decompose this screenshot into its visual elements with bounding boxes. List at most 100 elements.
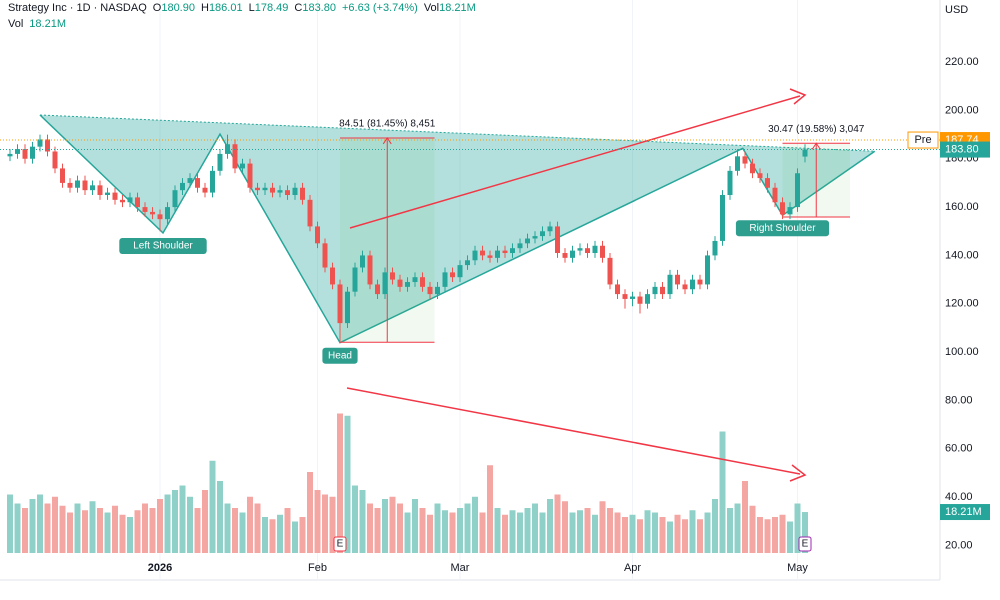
volume-bar	[554, 494, 561, 553]
candle-body	[315, 226, 320, 244]
volume-bar	[584, 508, 591, 553]
volume-bar	[734, 503, 741, 553]
candle-body	[127, 197, 133, 203]
candle-body	[330, 267, 335, 285]
candle-body	[142, 207, 148, 212]
candle-body	[225, 144, 230, 154]
candle-body	[525, 238, 530, 244]
x-tick-label: 2026	[148, 562, 172, 574]
candle-body	[562, 253, 568, 258]
ohlc-key: O	[153, 2, 162, 14]
volume-bar	[247, 496, 253, 553]
ohlc-key: L	[249, 2, 255, 14]
volume-bar	[307, 472, 313, 553]
candle-body	[352, 267, 358, 292]
volume-bar	[787, 521, 793, 553]
candle-body	[660, 286, 665, 295]
volume-bar	[389, 496, 396, 553]
candle-body	[457, 265, 463, 278]
volume-bar	[794, 503, 801, 553]
volume-bar	[239, 512, 246, 553]
volume-bar	[52, 496, 58, 553]
x-tick-label: May	[787, 562, 808, 574]
volume-bar	[569, 512, 576, 553]
earnings-label: E	[337, 539, 344, 550]
volume-bar	[577, 510, 583, 553]
volume-bar	[299, 517, 306, 553]
volume-bar	[142, 503, 148, 553]
ohlc-value: 178.49	[255, 2, 289, 14]
volume-bar	[397, 503, 403, 553]
volume-bar	[329, 496, 336, 553]
candle-body	[540, 231, 545, 237]
earnings-marker	[333, 536, 347, 552]
candle-body	[615, 284, 620, 295]
y-tick-label: 140.00	[945, 249, 979, 261]
candle-body	[795, 173, 800, 208]
volume-bar	[562, 501, 568, 553]
candle-body	[480, 250, 485, 256]
candle-body	[667, 274, 673, 295]
volume-bar	[449, 512, 456, 553]
candle-body	[232, 144, 238, 169]
candle-body	[195, 178, 200, 188]
last-price-box	[940, 141, 990, 158]
candle-body	[97, 185, 103, 196]
candle-body	[682, 284, 688, 290]
volume-bar	[224, 503, 231, 553]
candle-body	[450, 272, 455, 278]
volume-bar	[104, 512, 111, 553]
last-price-label: 183.80	[945, 143, 979, 155]
candle-body	[150, 211, 155, 215]
volume-bar	[712, 499, 718, 553]
x-tick-label: Mar	[451, 562, 470, 574]
volume-bar	[149, 508, 156, 553]
volume-bar	[164, 494, 171, 553]
pattern-label: Right Shoulder	[749, 223, 816, 234]
earnings-label: E	[802, 539, 809, 550]
ohlc-value: 183.80	[302, 2, 336, 14]
candle-body	[382, 272, 388, 295]
candle-body	[495, 250, 500, 258]
volume-bar	[457, 508, 463, 553]
arrow-head	[789, 88, 807, 105]
candle-body	[510, 248, 515, 254]
volume-bar	[779, 514, 786, 553]
vol-key: Vol	[424, 2, 439, 14]
candle-body	[637, 296, 643, 304]
candle-body	[607, 257, 613, 285]
volume-bar	[697, 519, 703, 553]
volume-bar	[112, 505, 118, 553]
volume-bar	[652, 512, 658, 553]
vol-value: 18.21M	[29, 18, 66, 30]
volume-bar	[742, 481, 748, 553]
volume-bar	[487, 465, 493, 553]
candle-body	[217, 153, 223, 171]
volume-bar	[314, 490, 321, 553]
candle-body	[472, 250, 478, 261]
volume-bar	[637, 519, 643, 553]
candle-body	[690, 279, 695, 290]
volume-bar	[277, 514, 283, 553]
candle-body	[247, 163, 253, 188]
candle-body	[802, 149, 808, 157]
volume-bar	[667, 521, 673, 553]
volume-bar	[262, 517, 268, 553]
candle-body	[645, 294, 650, 304]
volume-bar	[674, 514, 681, 553]
candle-body	[45, 139, 50, 152]
candle-body	[622, 294, 628, 299]
volume-bar	[284, 508, 291, 553]
candle-body	[300, 187, 305, 200]
volume-bar	[629, 514, 636, 553]
volume-bar	[532, 503, 538, 553]
candle-body	[502, 250, 508, 254]
volume-bar	[322, 494, 328, 553]
candle-body	[60, 168, 65, 183]
candle-body	[517, 243, 523, 249]
candle-body	[30, 146, 35, 159]
volume-bar	[209, 460, 216, 553]
candle-body	[697, 279, 703, 285]
candle-body	[82, 180, 88, 191]
candle-body	[397, 279, 403, 287]
